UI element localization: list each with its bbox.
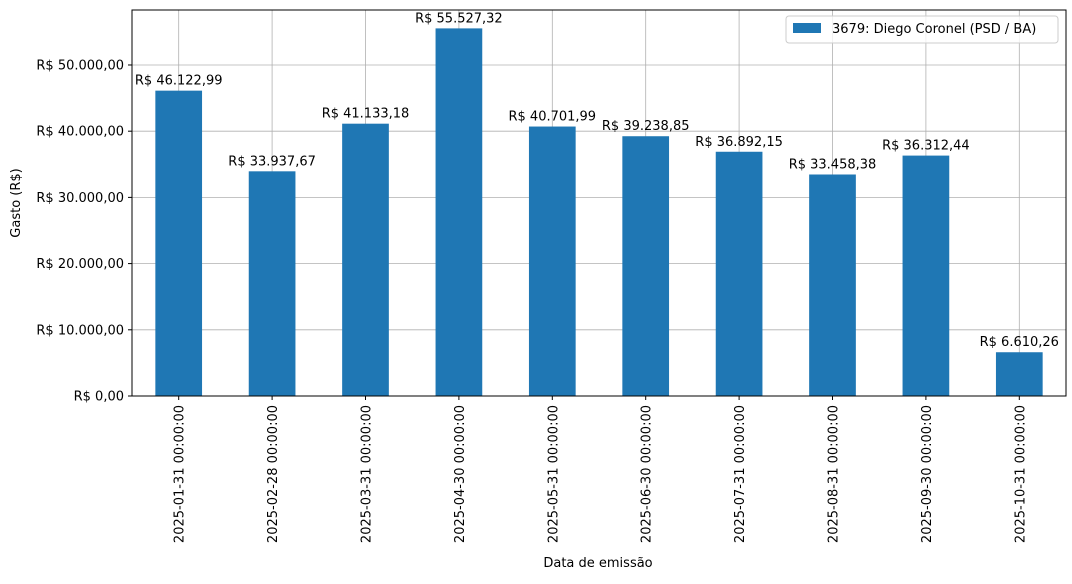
bar-value-label: R$ 36.892,15 (695, 135, 783, 150)
bar (715, 151, 763, 396)
x-tick-label: 2025-06-30 00:00:00 (640, 405, 655, 543)
bar-value-label: R$ 41.133,18 (322, 107, 410, 122)
y-tick-label: R$ 30.000,00 (36, 191, 124, 206)
bar (342, 123, 389, 397)
bar-value-label: R$ 55.527,32 (415, 11, 503, 26)
x-tick-label: 2025-02-28 00:00:00 (266, 405, 281, 543)
y-tick-label: R$ 0,00 (74, 390, 124, 405)
legend: 3679: Diego Coronel (PSD / BA) (785, 15, 1059, 44)
x-tick-label: 2025-10-31 00:00:00 (1013, 405, 1028, 543)
y-axis-label: Gasto (R$) (9, 168, 24, 237)
data-labels: R$ 46.122,99 R$ 33.937,67 R$ 41.133,18 R$ 5… (135, 11, 1059, 350)
x-tick-label: 2025-08-31 00:00:00 (827, 405, 842, 543)
y-axis: R$ 0,00 R$ 10.000,00 R$ 20.000,00 R$ 30.000… (36, 58, 132, 405)
x-tick-label: 2025-03-31 00:00:00 (360, 405, 375, 543)
bar-value-label: R$ 6.610,26 (980, 335, 1059, 350)
y-tick-label: R$ 10.000,00 (36, 323, 124, 338)
y-tick-label: R$ 40.000,00 (36, 125, 124, 140)
bar-value-label: R$ 39.238,85 (602, 119, 690, 134)
bar-value-label: R$ 33.458,38 (789, 157, 877, 172)
bar (902, 155, 950, 396)
bar-value-label: R$ 46.122,99 (135, 74, 223, 89)
x-tick-label: 2025-01-31 00:00:00 (173, 405, 188, 543)
bar-value-label: R$ 36.312,44 (882, 139, 970, 154)
bar (248, 171, 296, 396)
legend-entry-label: 3679: Diego Coronel (PSD / BA) (832, 22, 1036, 37)
x-axis: 2025-01-31 00:00:00 2025-02-28 00:00:00 20… (173, 396, 1028, 543)
bar (809, 174, 856, 396)
legend-swatch (793, 23, 821, 33)
bar (435, 28, 483, 397)
legend-frame (785, 15, 1059, 44)
y-tick-label: R$ 20.000,00 (36, 257, 124, 272)
bar-value-label: R$ 40.701,99 (508, 110, 596, 125)
bar (155, 90, 203, 397)
x-tick-label: 2025-07-31 00:00:00 (733, 405, 748, 543)
y-tick-label: R$ 50.000,00 (36, 58, 124, 73)
bar (622, 136, 670, 397)
x-tick-label: 2025-04-30 00:00:00 (453, 405, 468, 543)
bar (995, 352, 1043, 396)
x-axis-label: Data de emissão (543, 556, 652, 571)
bar (528, 126, 576, 396)
plot-frame (131, 9, 1067, 397)
bar-value-label: R$ 33.937,67 (228, 154, 316, 169)
bars (155, 28, 1043, 397)
x-tick-label: 2025-09-30 00:00:00 (920, 405, 935, 543)
x-tick-label: 2025-05-31 00:00:00 (546, 405, 561, 543)
